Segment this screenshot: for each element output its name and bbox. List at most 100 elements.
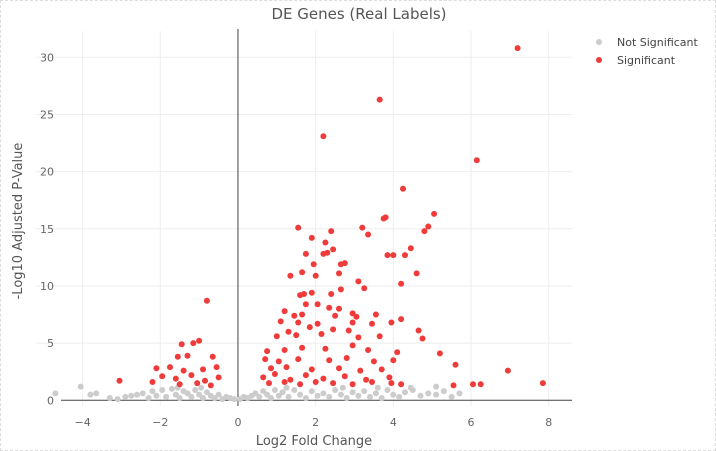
not-significant-point[interactable] bbox=[128, 392, 135, 399]
not-significant-point[interactable] bbox=[378, 395, 385, 401]
significant-point[interactable] bbox=[372, 311, 379, 318]
significant-point[interactable] bbox=[299, 344, 306, 351]
significant-point[interactable] bbox=[376, 96, 383, 103]
legend-label-not-significant[interactable]: Not Significant bbox=[617, 36, 699, 49]
significant-point[interactable] bbox=[310, 261, 317, 268]
not-significant-point[interactable] bbox=[367, 393, 373, 400]
significant-point[interactable] bbox=[398, 316, 405, 323]
not-significant-point[interactable] bbox=[425, 390, 432, 397]
significant-point[interactable] bbox=[302, 372, 309, 379]
not-significant-point[interactable] bbox=[355, 392, 362, 399]
significant-point[interactable] bbox=[207, 382, 214, 389]
significant-point[interactable] bbox=[378, 366, 385, 373]
significant-point[interactable] bbox=[470, 381, 476, 388]
significant-point[interactable] bbox=[295, 356, 302, 363]
significant-point[interactable] bbox=[336, 305, 342, 312]
not-significant-point[interactable] bbox=[283, 384, 290, 391]
significant-point[interactable] bbox=[215, 374, 222, 381]
not-significant-point[interactable] bbox=[448, 393, 455, 400]
not-significant-point[interactable] bbox=[302, 395, 309, 401]
not-significant-point[interactable] bbox=[440, 388, 447, 395]
significant-point[interactable] bbox=[369, 379, 375, 385]
not-significant-point[interactable] bbox=[192, 387, 199, 393]
not-significant-point[interactable] bbox=[176, 395, 183, 401]
significant-point[interactable] bbox=[174, 353, 181, 360]
significant-point[interactable] bbox=[153, 365, 160, 372]
significant-point[interactable] bbox=[275, 358, 282, 365]
significant-point[interactable] bbox=[369, 320, 375, 327]
legend-marker-significant[interactable] bbox=[596, 57, 602, 63]
significant-point[interactable] bbox=[539, 380, 546, 387]
significant-point[interactable] bbox=[285, 328, 292, 335]
legend-label-significant[interactable]: Significant bbox=[617, 54, 676, 67]
significant-point[interactable] bbox=[176, 381, 183, 388]
not-significant-point[interactable] bbox=[374, 384, 381, 391]
significant-point[interactable] bbox=[345, 327, 352, 334]
not-significant-point[interactable] bbox=[77, 383, 84, 390]
significant-point[interactable] bbox=[384, 252, 391, 259]
significant-point[interactable] bbox=[365, 231, 372, 238]
significant-point[interactable] bbox=[328, 228, 335, 235]
not-significant-point[interactable] bbox=[252, 390, 259, 397]
not-significant-point[interactable] bbox=[297, 391, 304, 398]
not-significant-point[interactable] bbox=[396, 393, 403, 400]
significant-point[interactable] bbox=[361, 285, 368, 292]
significant-point[interactable] bbox=[341, 373, 348, 380]
significant-point[interactable] bbox=[349, 319, 356, 326]
significant-point[interactable] bbox=[271, 371, 278, 377]
significant-point[interactable] bbox=[400, 185, 406, 192]
significant-point[interactable] bbox=[281, 347, 288, 353]
significant-point[interactable] bbox=[213, 364, 220, 371]
significant-point[interactable] bbox=[291, 312, 298, 319]
significant-point[interactable] bbox=[337, 286, 344, 293]
significant-point[interactable] bbox=[260, 374, 267, 381]
not-significant-point[interactable] bbox=[149, 388, 156, 395]
significant-point[interactable] bbox=[322, 345, 329, 352]
significant-point[interactable] bbox=[436, 350, 443, 357]
significant-point[interactable] bbox=[281, 379, 288, 385]
significant-point[interactable] bbox=[353, 313, 360, 320]
significant-point[interactable] bbox=[349, 342, 356, 349]
legend-marker-not-significant[interactable] bbox=[596, 39, 602, 45]
significant-point[interactable] bbox=[295, 224, 302, 231]
not-significant-point[interactable] bbox=[384, 387, 391, 393]
significant-point[interactable] bbox=[450, 382, 457, 389]
not-significant-point[interactable] bbox=[337, 391, 344, 398]
significant-point[interactable] bbox=[149, 379, 156, 385]
significant-point[interactable] bbox=[318, 331, 325, 337]
significant-point[interactable] bbox=[376, 333, 383, 340]
significant-point[interactable] bbox=[388, 380, 395, 387]
significant-point[interactable] bbox=[363, 376, 370, 383]
significant-point[interactable] bbox=[330, 326, 337, 333]
not-significant-point[interactable] bbox=[271, 387, 278, 393]
significant-point[interactable] bbox=[184, 352, 191, 359]
not-significant-point[interactable] bbox=[332, 387, 339, 393]
not-significant-point[interactable] bbox=[361, 388, 368, 395]
not-significant-point[interactable] bbox=[349, 389, 356, 396]
not-significant-point[interactable] bbox=[417, 392, 424, 399]
not-significant-point[interactable] bbox=[215, 391, 222, 398]
significant-point[interactable] bbox=[287, 376, 294, 383]
significant-point[interactable] bbox=[295, 319, 302, 326]
significant-point[interactable] bbox=[326, 304, 333, 311]
significant-point[interactable] bbox=[473, 157, 480, 164]
not-significant-point[interactable] bbox=[114, 396, 121, 403]
not-significant-point[interactable] bbox=[168, 385, 175, 392]
significant-point[interactable] bbox=[421, 228, 428, 235]
not-significant-point[interactable] bbox=[153, 392, 160, 399]
significant-point[interactable] bbox=[504, 367, 511, 374]
significant-point[interactable] bbox=[293, 332, 300, 339]
not-significant-point[interactable] bbox=[122, 393, 129, 400]
not-significant-point[interactable] bbox=[139, 390, 146, 397]
significant-point[interactable] bbox=[332, 312, 339, 319]
not-significant-point[interactable] bbox=[172, 391, 179, 398]
significant-point[interactable] bbox=[390, 357, 397, 364]
not-significant-point[interactable] bbox=[456, 390, 463, 397]
not-significant-point[interactable] bbox=[285, 393, 292, 400]
significant-point[interactable] bbox=[283, 364, 290, 371]
significant-point[interactable] bbox=[322, 239, 329, 246]
significant-point[interactable] bbox=[302, 301, 309, 308]
not-significant-point[interactable] bbox=[433, 391, 440, 398]
significant-point[interactable] bbox=[402, 252, 408, 259]
not-significant-point[interactable] bbox=[106, 395, 113, 401]
